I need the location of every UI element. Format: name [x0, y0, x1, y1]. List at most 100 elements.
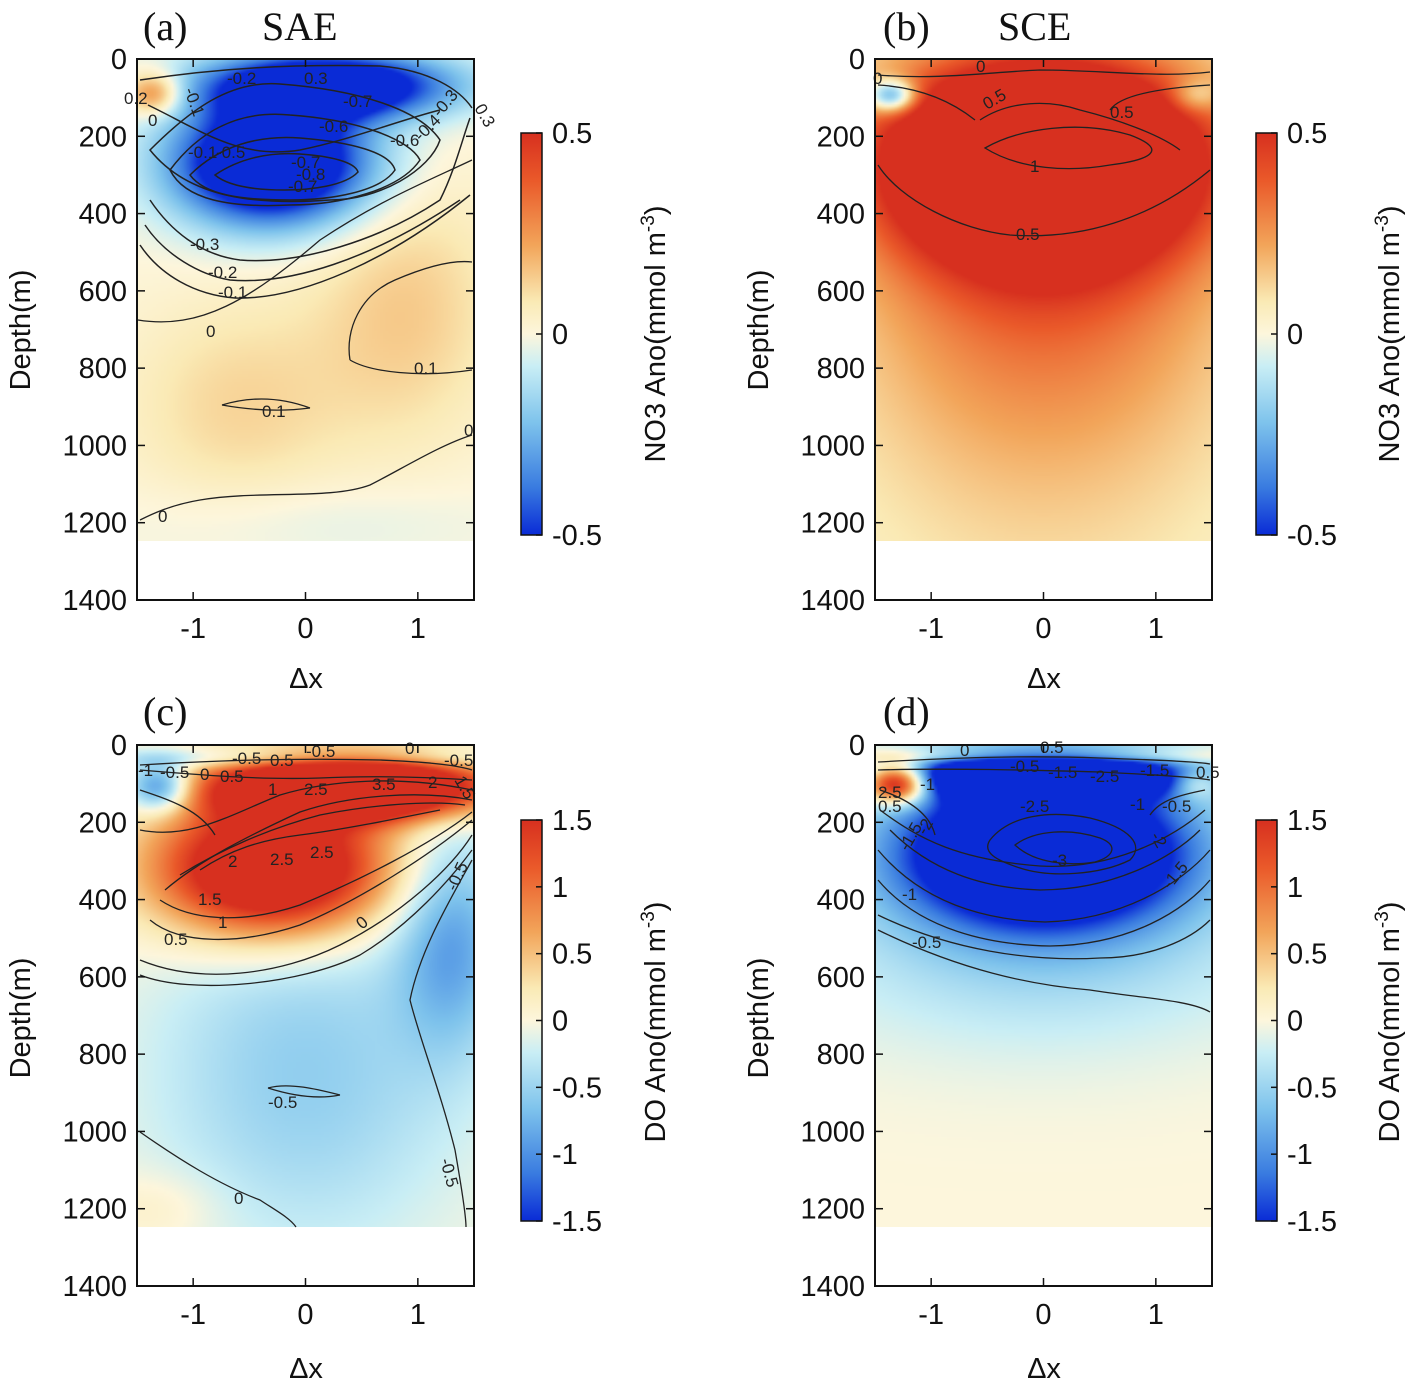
- y-tick-label: 800: [817, 1039, 865, 1071]
- contour-label: 2: [228, 852, 237, 871]
- contour-label: 0.3: [304, 69, 328, 88]
- colorbar-tick-label: -1.5: [552, 1206, 602, 1238]
- x-tick-label: -1: [180, 1299, 206, 1331]
- contour-label: 0: [960, 741, 969, 760]
- y-tick-label: 0: [849, 44, 865, 76]
- y-tick-label: 0: [111, 44, 127, 76]
- contour-label: 0.5: [1196, 763, 1220, 782]
- y-tick-label: 1200: [800, 508, 865, 540]
- contour-label: -0.5: [444, 751, 473, 770]
- x-tick-label: -1: [918, 1299, 944, 1331]
- contour-label: 0.5: [1110, 103, 1134, 122]
- contour-label: -0.5: [1162, 797, 1191, 816]
- contour-label: -0.1: [218, 283, 247, 302]
- panel-label: (c): [143, 689, 187, 734]
- colorbar-tick-label: -1: [1287, 1139, 1313, 1171]
- y-tick-label: 1400: [62, 585, 127, 617]
- contour-label: 0.2: [124, 89, 148, 108]
- colorbar-tick-label: -1.5: [1287, 1206, 1337, 1238]
- colorbar-tick-label: 1.5: [552, 805, 592, 837]
- contour-label: -0.7: [343, 92, 372, 111]
- contour-label: 0: [405, 739, 414, 758]
- contour-label: -0.5: [216, 143, 245, 162]
- contour-label: 0.1: [414, 359, 438, 378]
- panel-label: (d): [883, 689, 930, 734]
- heatmap-field: [137, 745, 474, 1227]
- x-tick-label: 1: [410, 613, 426, 645]
- x-axis-label: Δx: [1027, 663, 1061, 695]
- y-axis-label: Depth(m): [743, 958, 775, 1079]
- contour-label: 1: [268, 780, 277, 799]
- contour-label: -0.3: [190, 235, 219, 254]
- y-tick-label: 600: [79, 962, 127, 994]
- colorbar-ticks: 0.5 0 -0.5: [536, 118, 602, 552]
- contour-label: -0.6: [319, 117, 348, 136]
- contour-label: 0.5: [270, 751, 294, 770]
- panel-label: (a): [143, 4, 187, 49]
- contour-label: 2.5: [310, 843, 334, 862]
- colorbar-label: DO Ano(mmol m-3): [1372, 902, 1406, 1143]
- y-tick-label: 600: [79, 276, 127, 308]
- contour-label: -0.6: [390, 131, 419, 150]
- contour-label: -0.5: [268, 1093, 297, 1112]
- contour-label: 0: [234, 1189, 243, 1208]
- colorbar-tick-label: 0.5: [552, 118, 592, 150]
- y-axis-label: Depth(m): [5, 270, 37, 391]
- y-tick-label: 600: [817, 276, 865, 308]
- x-tick-label: 0: [1035, 1299, 1051, 1331]
- contour-label: -2.5: [1090, 767, 1119, 786]
- contour-label: -0.5: [160, 763, 189, 782]
- contour-lines: [877, 69, 1211, 237]
- x-tick-label: 0: [1035, 613, 1051, 645]
- colorbar-tick-label: 1.5: [1287, 805, 1327, 837]
- y-axis-label: Depth(m): [743, 270, 775, 391]
- contour-label: -0.2: [208, 263, 237, 282]
- colorbar-tick-label: -1: [552, 1139, 578, 1171]
- y-tick-label: 0: [111, 730, 127, 762]
- contour-label: -0.5: [232, 749, 261, 768]
- x-tick-label: 0: [297, 1299, 313, 1331]
- x-tick-label: -1: [918, 613, 944, 645]
- contour-lines: [877, 756, 1211, 1013]
- x-tick-label: 1: [1148, 613, 1164, 645]
- contour-label: -1.5: [1048, 763, 1077, 782]
- contour-label: 0: [873, 69, 882, 88]
- x-axis-label: Δx: [289, 1353, 323, 1385]
- contour-label: -0.8: [296, 165, 325, 184]
- contour-label: -0.7: [288, 177, 317, 196]
- heatmap-field: [137, 59, 474, 541]
- contour-label: -0.5: [1010, 757, 1039, 776]
- contour-label: 2.5: [878, 783, 902, 802]
- y-tick-label: 1400: [62, 1271, 127, 1303]
- y-tick-label: 200: [79, 121, 127, 153]
- y-tick-label: 1400: [800, 585, 865, 617]
- colorbar-tick-label: 1: [1287, 872, 1303, 904]
- colorbar-tick-label: 0: [552, 1006, 568, 1038]
- x-tick-label: 1: [410, 1299, 426, 1331]
- y-tick-label: 400: [79, 199, 127, 231]
- contour-label: 0: [976, 57, 985, 76]
- y-axis-label: Depth(m): [5, 958, 37, 1079]
- colorbar-tick-label: 0: [552, 319, 568, 351]
- contour-label: 0: [200, 765, 209, 784]
- y-tick-label: 400: [817, 199, 865, 231]
- contour-lines: [139, 758, 473, 1228]
- contour-label: -0.5: [912, 933, 941, 952]
- y-tick-label: 800: [79, 353, 127, 385]
- contour-lines: [137, 64, 473, 521]
- contour-label: 1: [218, 913, 227, 932]
- colorbar-ticks: 0.5 0 -0.5: [1271, 118, 1337, 552]
- colorbar-label: DO Ano(mmol m-3): [638, 902, 672, 1143]
- y-tick-label: 200: [817, 807, 865, 839]
- colorbar-ticks: 1.5 1 0.5 0 -0.5 -1 -1.5: [1271, 805, 1337, 1238]
- panel-d: (d) 0 0.5 -0.5 -1.5 -2.5 -1.5 0.5 2.5: [743, 689, 1406, 1385]
- contour-label: 0: [148, 111, 157, 130]
- colorbar-tick-label: 1: [552, 872, 568, 904]
- contour-label: -1: [902, 885, 917, 904]
- x-tick-label: 0: [297, 613, 313, 645]
- contour-label: -1: [138, 761, 153, 780]
- y-tick-label: 600: [817, 962, 865, 994]
- x-tick-label: 1: [1148, 1299, 1164, 1331]
